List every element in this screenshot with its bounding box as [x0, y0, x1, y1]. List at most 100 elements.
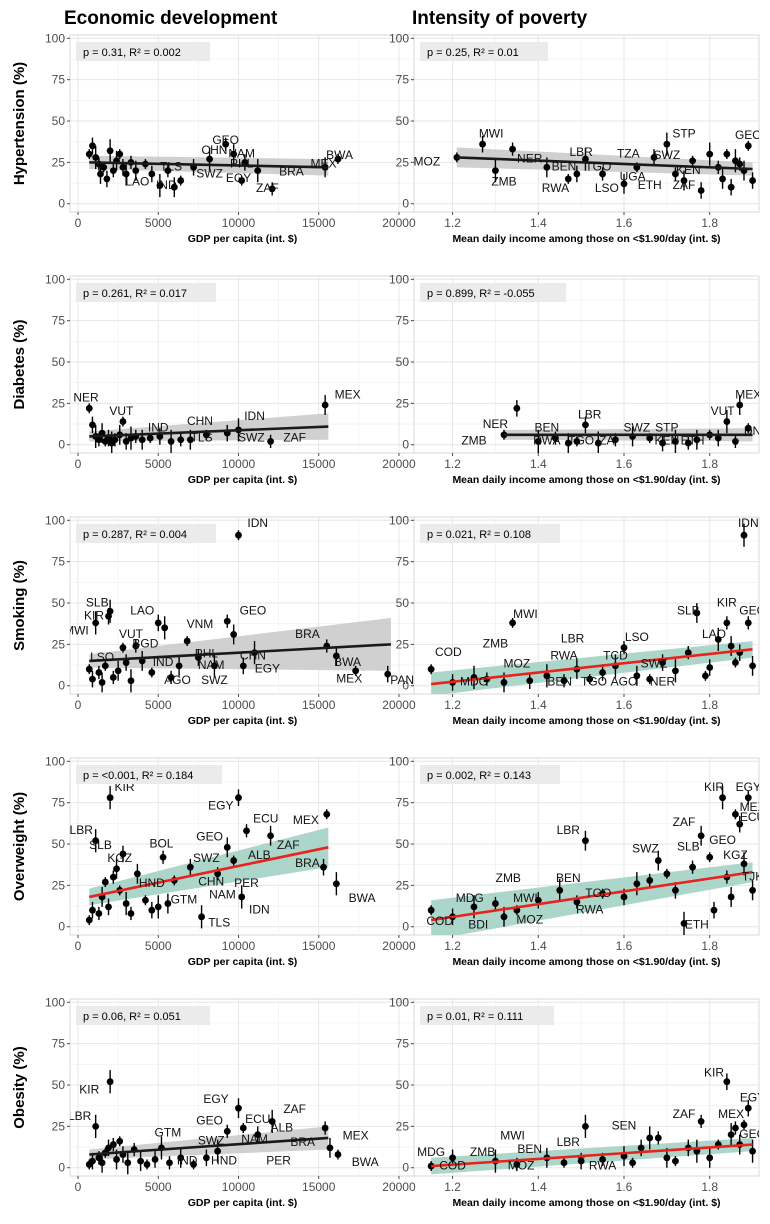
- y-tick-label: 0: [402, 679, 409, 693]
- country-label: ZAF: [277, 838, 300, 852]
- country-label: CHN: [201, 143, 227, 157]
- fit-line: [88, 846, 329, 899]
- country-label: SLB: [89, 838, 112, 852]
- country-label: HND: [211, 1153, 237, 1167]
- plot-area: [69, 34, 416, 213]
- x-tick-label: 1.4: [530, 1180, 547, 1194]
- country-label: TCD: [603, 648, 628, 662]
- y-tick-label: 100: [45, 995, 65, 1009]
- country-label: MDG: [460, 675, 488, 689]
- country-label: BWA: [326, 148, 353, 162]
- country-label: GEO: [212, 133, 239, 147]
- country-label: KIR: [704, 1066, 724, 1080]
- labels-group: NER VUT IND CHN IDN MEX TLS SWZ ZAF: [73, 387, 360, 444]
- data-point: [106, 794, 114, 802]
- country-label: MEX: [343, 1129, 369, 1143]
- data-point: [654, 1134, 662, 1142]
- data-point: [183, 637, 191, 645]
- x-tick-label: 1.8: [701, 457, 718, 471]
- scatter-panel: 0 25 50 75 100 0 5000 10000 15000 20000 NER VUT IND C…: [11, 272, 416, 486]
- country-label: MEX: [335, 387, 361, 401]
- y-axis-label: Overweight (%): [11, 792, 28, 901]
- points-group: [427, 1073, 756, 1173]
- stat-box: [420, 765, 560, 784]
- country-label: MOZ: [414, 155, 441, 169]
- data-point: [89, 421, 96, 429]
- data-point: [101, 878, 109, 886]
- country-label: MWI: [64, 623, 89, 637]
- x-tick-label: 10000: [222, 457, 256, 471]
- x-tick-label: 15000: [302, 939, 336, 953]
- country-label: GEO: [196, 1114, 223, 1128]
- x-tick-label: 1.6: [616, 457, 633, 471]
- data-point: [137, 1157, 145, 1165]
- data-point: [326, 1144, 334, 1152]
- stat-box: [420, 1006, 554, 1025]
- country-label: T: [577, 1155, 585, 1169]
- y-tick-label: 50: [52, 355, 66, 369]
- country-label: GEO: [739, 604, 766, 618]
- y-tick-label: 0: [402, 920, 409, 934]
- country-label: ZMB: [496, 871, 521, 885]
- country-label: SWZ: [632, 841, 659, 855]
- data-point: [633, 880, 641, 888]
- country-label: NAM: [198, 658, 225, 672]
- country-label: STP: [672, 127, 695, 141]
- data-point: [109, 1141, 117, 1148]
- data-point: [573, 898, 581, 906]
- y-tick-label: 100: [389, 995, 409, 1009]
- x-axis-label: GDP per capita (int. $): [188, 715, 298, 727]
- y-tick-label: 75: [396, 555, 410, 569]
- data-point: [122, 659, 130, 666]
- country-label: ALB: [270, 1120, 293, 1134]
- x-tick-label: 1.4: [530, 698, 547, 712]
- y-tick-label: 100: [389, 513, 409, 527]
- data-point: [105, 1144, 112, 1152]
- country-label: TLS: [208, 916, 230, 930]
- data-point: [573, 438, 581, 445]
- y-tick-label: 0: [58, 1161, 65, 1175]
- y-tick-label: 0: [402, 197, 409, 211]
- data-point: [727, 1131, 735, 1139]
- column-title-poverty: Intensity of poverty: [412, 8, 588, 29]
- data-point: [119, 850, 127, 858]
- data-point: [646, 675, 654, 683]
- stat-label: p = 0.06, R² = 0.051: [83, 1011, 181, 1023]
- x-tick-label: 1.2: [444, 216, 461, 230]
- country-label: AGO: [164, 673, 191, 687]
- fit-line: [431, 648, 753, 686]
- country-label: ZAF: [673, 815, 696, 829]
- stat-label: p = 0.021, R² = 0.108: [427, 529, 531, 541]
- country-label: EGY: [740, 1091, 765, 1105]
- data-point: [146, 434, 154, 442]
- data-point: [513, 1161, 521, 1168]
- y-tick-label: 50: [52, 596, 66, 610]
- x-tick-label: 20000: [382, 939, 416, 953]
- x-tick-label: 1.2: [444, 939, 461, 953]
- country-label: BRA: [295, 856, 320, 870]
- x-tick-label: 0: [75, 939, 82, 953]
- data-point: [582, 421, 589, 429]
- data-point: [114, 667, 122, 675]
- data-point: [492, 900, 499, 907]
- data-point: [564, 439, 572, 447]
- y-tick-label: 100: [389, 272, 409, 286]
- country-label: ETH: [638, 178, 662, 192]
- data-point: [714, 434, 722, 442]
- data-point: [321, 1124, 329, 1132]
- data-point: [211, 662, 218, 670]
- x-tick-label: 15000: [302, 698, 336, 712]
- data-point: [223, 1127, 231, 1135]
- country-label: TLS: [160, 160, 182, 174]
- country-label: SWZ: [196, 166, 223, 180]
- country-label: IDN: [249, 902, 270, 916]
- data-point: [564, 175, 572, 183]
- x-tick-label: 1.2: [444, 1180, 461, 1194]
- data-point: [736, 160, 744, 168]
- data-point: [230, 857, 238, 864]
- country-label: LBR: [561, 632, 585, 646]
